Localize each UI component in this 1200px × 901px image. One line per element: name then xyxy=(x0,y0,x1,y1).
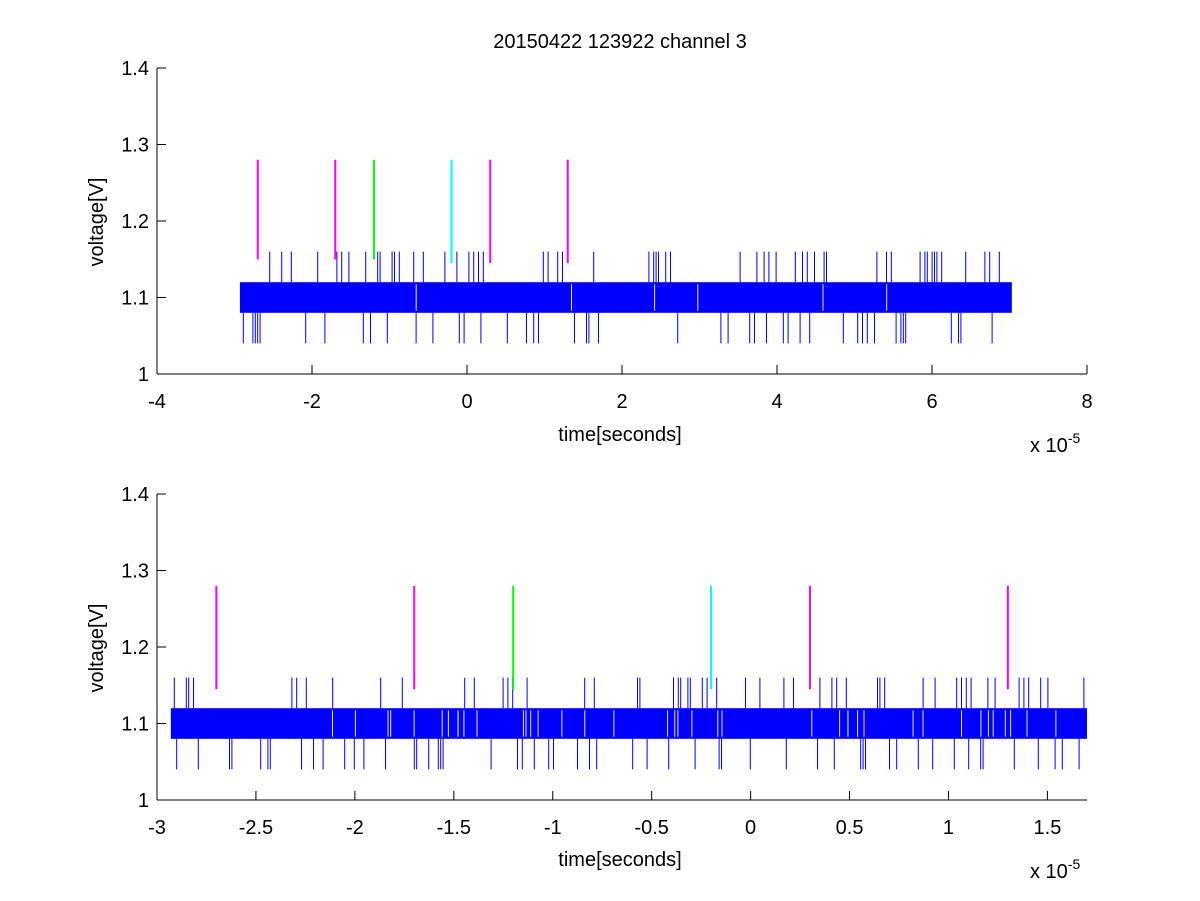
signal-trace-bottom xyxy=(170,677,1087,770)
x-tick-label: 6 xyxy=(926,391,937,413)
y-tick-label: 1.4 xyxy=(121,484,149,506)
y-axis-label-bottom: voltage[V] xyxy=(86,604,108,693)
x-multiplier-top: x 10-5 xyxy=(1030,430,1080,457)
y-ticks-bottom: 1 1.1 1.2 1.3 1.4 xyxy=(121,484,166,812)
x-axis-label-top: time[seconds] xyxy=(558,424,681,446)
signal-gaps xyxy=(332,710,1057,737)
x-multiplier-base-bottom: x 10 xyxy=(1030,861,1068,883)
signal-band xyxy=(239,282,1012,313)
x-tick-label: 1.5 xyxy=(1034,817,1062,839)
y-tick-label: 1.2 xyxy=(121,211,149,233)
x-multiplier-exp-bottom: -5 xyxy=(1068,856,1081,872)
x-ticks-top: -4 -2 0 2 4 6 8 xyxy=(148,365,1093,413)
y-ticks-top: 1 1.1 1.2 1.3 1.4 xyxy=(121,58,166,386)
x-tick-label: 0 xyxy=(461,391,472,413)
x-multiplier-exp-top: -5 xyxy=(1068,430,1081,446)
x-tick-label: -2.5 xyxy=(239,817,273,839)
x-tick-label: 0 xyxy=(745,817,756,839)
x-axis-label-bottom: time[seconds] xyxy=(558,849,681,871)
subplot-bottom: 1 1.1 1.2 1.3 1.4 -3 -2.5 -2 -1.5 -1 -0.5 0 0.5 1 1.5… xyxy=(86,484,1087,883)
event-markers-bottom xyxy=(215,585,1009,690)
y-tick-label: 1.1 xyxy=(121,714,149,736)
signal-band xyxy=(170,708,1087,739)
y-tick-label: 1 xyxy=(138,364,149,386)
x-tick-label: -3 xyxy=(148,817,166,839)
y-tick-label: 1.4 xyxy=(121,58,149,80)
x-tick-label: -2 xyxy=(303,391,321,413)
x-tick-label: -4 xyxy=(148,391,166,413)
x-multiplier-bottom: x 10-5 xyxy=(1030,856,1080,883)
y-axis-label-top: voltage[V] xyxy=(86,178,108,267)
figure-title: 20150422 123922 channel 3 xyxy=(493,31,747,53)
x-tick-label: 4 xyxy=(771,391,782,413)
x-tick-label: 0.5 xyxy=(836,817,864,839)
x-tick-label: -1.5 xyxy=(437,817,471,839)
y-tick-label: 1.3 xyxy=(121,561,149,583)
signal-spikes xyxy=(173,677,1085,770)
event-markers-top xyxy=(256,159,569,264)
x-tick-label: -2 xyxy=(346,817,364,839)
x-tick-label: 2 xyxy=(616,391,627,413)
x-ticks-bottom: -3 -2.5 -2 -1.5 -1 -0.5 0 0.5 1 1.5 xyxy=(148,791,1061,839)
y-tick-label: 1.3 xyxy=(121,135,149,157)
x-tick-label: 1 xyxy=(943,817,954,839)
signal-spikes xyxy=(242,251,1000,344)
signal-trace-top xyxy=(239,251,1012,344)
x-tick-label: -0.5 xyxy=(634,817,668,839)
y-tick-label: 1.2 xyxy=(121,637,149,659)
x-tick-label: -1 xyxy=(544,817,562,839)
y-tick-label: 1 xyxy=(138,790,149,812)
subplot-top: 1 1.1 1.2 1.3 1.4 -4 -2 0 2 4 6 8 time[seconds] vo… xyxy=(86,58,1093,457)
y-tick-label: 1.1 xyxy=(121,288,149,310)
x-tick-label: 8 xyxy=(1081,391,1092,413)
x-multiplier-base-top: x 10 xyxy=(1030,435,1068,457)
signal-gaps xyxy=(415,284,888,311)
